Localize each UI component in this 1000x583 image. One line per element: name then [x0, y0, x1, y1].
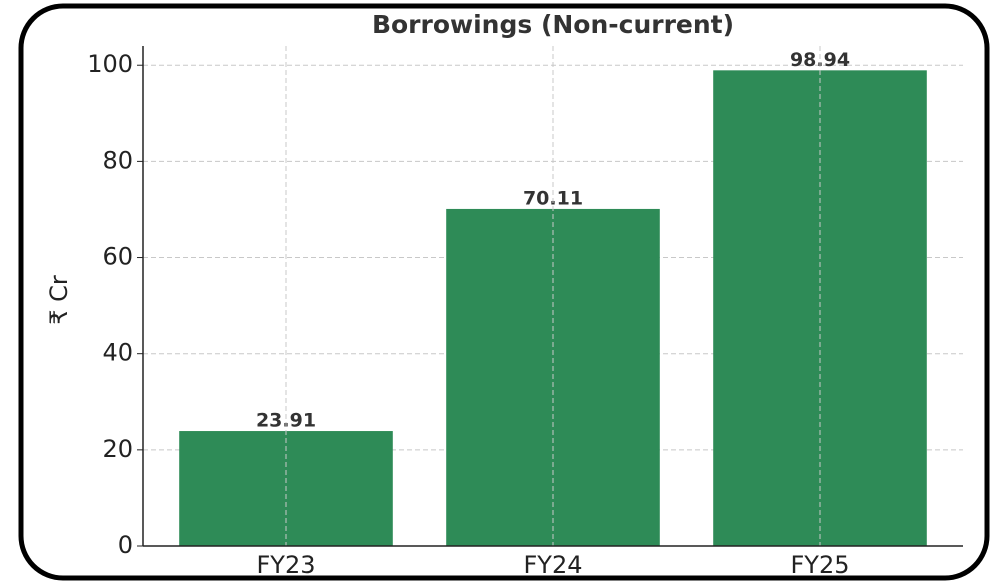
- y-tick-label: 0: [118, 531, 133, 559]
- y-tick-label: 80: [102, 146, 133, 174]
- y-tick-label: 40: [102, 339, 133, 367]
- value-label: 23.91: [256, 410, 316, 432]
- x-tick-label: FY23: [256, 551, 315, 579]
- y-tick-label: 60: [102, 243, 133, 271]
- value-label: 98.94: [790, 49, 850, 71]
- y-tick-label: 20: [102, 435, 133, 463]
- y-axis-label: ₹ Cr: [45, 275, 73, 325]
- y-tick-label: 100: [87, 50, 133, 78]
- x-tick-label: FY24: [523, 551, 582, 579]
- chart-title: Borrowings (Non-current): [372, 10, 734, 39]
- x-tick-label: FY25: [790, 551, 849, 579]
